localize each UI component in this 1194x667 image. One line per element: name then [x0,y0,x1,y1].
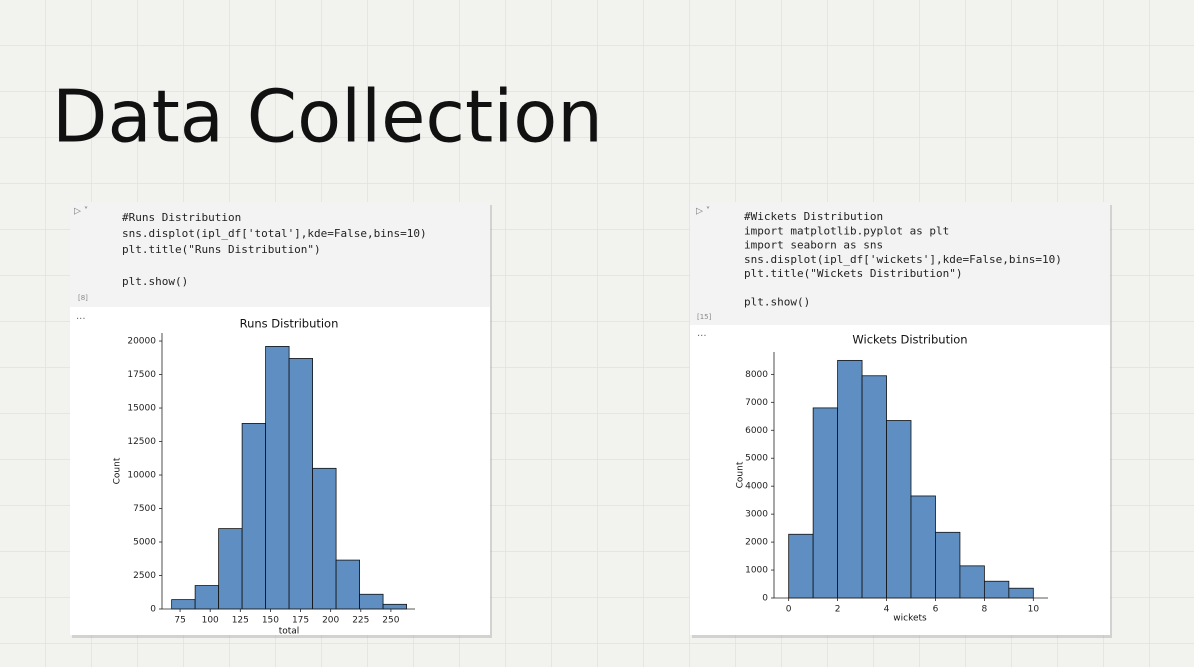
code-line: plt.title("Wickets Distribution") [744,267,963,280]
bar [983,580,1010,599]
y-tick-label: 10000 [127,471,156,481]
output-marker: ... [697,328,707,339]
y-tick-label: 8000 [745,370,768,380]
x-tick-label: 250 [382,616,399,626]
y-tick-label: 2500 [133,571,156,581]
bar [935,531,961,599]
y-tick-label: 5000 [133,538,156,548]
bar [171,599,196,610]
y-tick-label: 12500 [127,437,156,447]
run-icon[interactable]: ▷ ˅ [74,207,88,217]
y-tick-label: 5000 [745,454,768,464]
y-axis-label: Count [113,457,123,484]
code-line: plt.title("Runs Distribution") [122,243,321,256]
bar [288,358,313,610]
code-line: #Wickets Distribution [744,210,883,223]
x-tick-label: 225 [352,616,369,626]
x-tick-label: 100 [202,616,219,626]
x-tick-label: 4 [884,605,890,615]
code-line: sns.displot(ipl_df['wickets'],kde=False,… [744,253,1062,266]
bar [241,423,267,610]
x-tick-label: 2 [835,605,841,615]
bar [359,593,384,610]
y-tick-label: 0 [150,605,156,615]
bar [886,420,912,599]
code-line: sns.displot(ipl_df['total'],kde=False,bi… [122,227,427,240]
code-cell [70,202,490,307]
bar [265,345,290,610]
x-tick-label: 6 [933,605,939,615]
slide-title: Data Collection [52,75,603,159]
bar [910,495,936,599]
bar [218,528,243,610]
bar [861,375,887,599]
bar [312,467,337,610]
y-axis-label: Count [736,461,746,488]
y-tick-label: 0 [762,594,768,604]
x-axis-label: wickets [893,614,927,624]
bar [812,407,839,599]
y-tick-label: 2000 [745,538,768,548]
x-tick-label: 175 [292,616,309,626]
y-tick-label: 4000 [745,482,768,492]
bar [335,559,360,610]
y-tick-label: 7500 [133,504,156,514]
x-tick-label: 75 [174,616,185,626]
code-line: plt.show() [744,296,810,309]
y-tick-label: 17500 [127,370,156,380]
code-line: #Runs Distribution [122,211,241,224]
y-tick-label: 3000 [745,510,768,520]
bar [194,585,220,610]
bar [788,533,814,599]
x-tick-label: 8 [982,605,988,615]
code-line: import matplotlib.pyplot as plt [744,224,949,237]
run-icon[interactable]: ▷ ˅ [696,207,710,217]
x-tick-label: 125 [232,616,249,626]
y-tick-label: 7000 [745,398,768,408]
execution-count: [8] [78,294,88,302]
y-tick-label: 6000 [745,426,768,436]
x-tick-label: 150 [262,616,279,626]
y-tick-label: 20000 [127,337,156,347]
code-cell [690,202,1110,325]
code-line: import seaborn as sns [744,239,883,252]
chart-title: Wickets Distribution [852,333,967,347]
bar [1008,587,1034,599]
bar [959,565,985,599]
y-tick-label: 1000 [745,566,768,576]
execution-count: [15] [697,313,712,321]
x-axis-label: total [279,627,300,637]
x-tick-label: 200 [322,616,339,626]
code-line: plt.show() [122,275,188,288]
y-tick-label: 15000 [127,404,156,414]
bar [382,603,407,610]
bar [837,359,863,599]
output-marker: ... [76,311,86,322]
x-tick-label: 0 [786,605,792,615]
chart-title: Runs Distribution [240,317,339,331]
x-tick-label: 10 [1028,605,1040,615]
